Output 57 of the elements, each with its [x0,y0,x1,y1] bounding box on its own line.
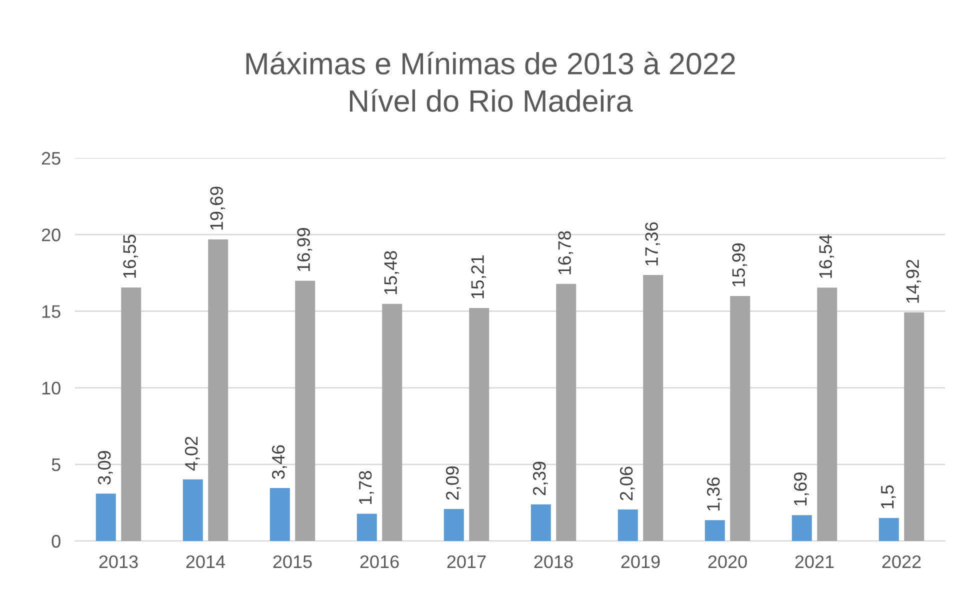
bar [295,280,316,541]
bar [643,275,664,541]
x-tick-label: 2021 [795,555,834,568]
y-tick-label: 10 [42,382,60,395]
bar [96,494,116,541]
data-label: 2,09 [446,466,461,500]
data-label: 16,99 [297,228,312,272]
x-tick-label: 2022 [882,555,921,568]
bar [469,308,490,541]
bar [121,287,142,541]
bar [817,288,838,541]
data-label: 4,02 [184,436,200,471]
bar [208,239,228,541]
data-label: 2,06 [620,466,635,500]
x-tick-label: 2015 [273,555,312,568]
chart-title: Máximas e Mínimas de 2013 à 2022 Nível do Rio Madeira [246,52,735,112]
y-tick-label: 0 [52,534,60,548]
data-label: 15,21 [471,255,486,298]
data-label: 16,55 [123,234,138,278]
bar [530,504,551,541]
bar [182,479,203,541]
bar [618,509,638,541]
data-label: 3,46 [272,445,287,479]
bar [904,312,924,541]
y-tick-label: 5 [52,458,60,472]
data-label: 19,69 [210,186,226,230]
x-tick-label: 2018 [534,555,573,568]
data-label: 1,36 [706,477,722,510]
bar [704,520,725,541]
data-label: 1,78 [358,471,374,504]
data-label: 1,69 [794,472,809,506]
data-label: 3,09 [98,451,113,485]
data-label: 17,36 [645,222,660,266]
bar [382,304,402,541]
x-tick-label: 2014 [186,555,226,568]
data-label: 16,54 [819,234,834,278]
y-tick-label: 15 [42,305,60,318]
x-tick-label: 2017 [447,555,486,568]
bar [444,508,464,541]
data-label: 1,5 [881,485,896,508]
x-tick-label: 2013 [99,555,138,568]
data-label: 16,78 [558,231,574,274]
x-tick-label: 2016 [360,555,399,568]
x-tick-label: 2019 [621,555,660,568]
bar [878,518,899,541]
data-label: 2,39 [532,462,548,496]
bar [556,284,576,541]
bar [730,296,750,541]
data-label: 15,48 [384,251,400,294]
x-tick-label: 2020 [708,555,747,568]
y-tick-label: 25 [42,152,60,165]
bar [792,515,812,541]
bar [356,514,377,541]
data-label: 15,99 [732,243,748,286]
y-tick-label: 20 [42,228,60,242]
bar [270,488,290,541]
data-label: 14,92 [906,260,922,303]
